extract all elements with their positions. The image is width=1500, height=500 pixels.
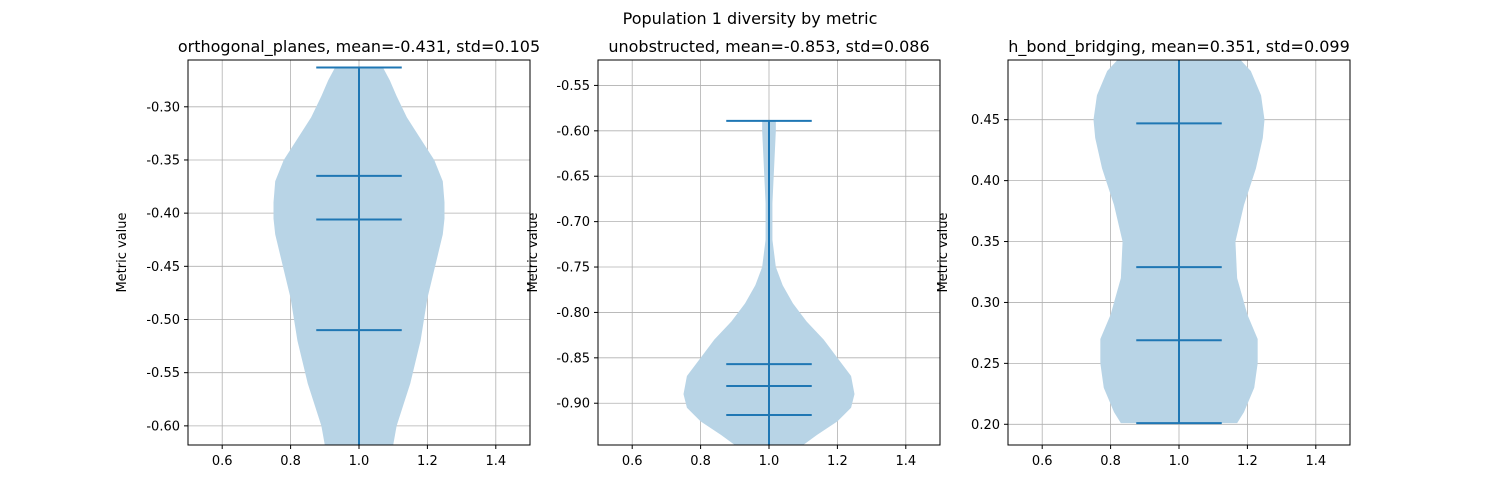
- x-tick-label: 1.0: [1169, 454, 1190, 469]
- x-tick-label: 1.2: [1237, 454, 1258, 469]
- x-tick-label: 0.6: [212, 454, 233, 469]
- y-axis-label: Metric value: [115, 212, 130, 292]
- y-axis-label: Metric value: [936, 212, 951, 292]
- violin-panel-1: 0.6 0.8 1.0 1.2 1.4 -0.30 -0.35 -0.40 -0.45 -0.50…: [115, 37, 540, 469]
- y-tick-label: -0.30: [146, 100, 180, 115]
- violin-panel-2: 0.6 0.8 1.0 1.2 1.4 -0.55 -0.60 -0.65 -0.70 -0.75…: [526, 37, 941, 469]
- y-tick-label: -0.50: [146, 313, 180, 328]
- y-tick-label: 0.20: [971, 418, 1000, 433]
- y-tick-label: 0.35: [971, 235, 1000, 250]
- y-tick-label: 0.40: [971, 174, 1000, 189]
- x-tick-label: 1.4: [1305, 454, 1326, 469]
- y-tick-label: -0.85: [556, 351, 590, 366]
- y-axis-label: Metric value: [526, 212, 541, 292]
- x-tick-label: 0.6: [622, 454, 643, 469]
- y-tick-label: -0.90: [556, 397, 590, 412]
- x-tick-label: 1.0: [759, 454, 780, 469]
- x-tick-label: 0.8: [690, 454, 711, 469]
- y-tick-label: -0.80: [556, 306, 590, 321]
- y-tick-label: -0.45: [146, 260, 180, 275]
- figure-suptitle: Population 1 diversity by metric: [623, 9, 878, 28]
- x-tick-label: 1.2: [827, 454, 848, 469]
- y-tick-label: -0.65: [556, 170, 590, 185]
- y-tick-label: 0.30: [971, 296, 1000, 311]
- subplot-title: h_bond_bridging, mean=0.351, std=0.099: [1008, 37, 1350, 57]
- subplot-title: unobstructed, mean=-0.853, std=0.086: [608, 37, 929, 56]
- y-tick-label: -0.35: [146, 153, 180, 168]
- x-tick-label: 0.8: [1100, 454, 1121, 469]
- y-tick-label: 0.45: [971, 113, 1000, 128]
- x-tick-label: 0.6: [1032, 454, 1053, 469]
- y-tick-label: 0.25: [971, 357, 1000, 372]
- x-tick-label: 1.2: [417, 454, 438, 469]
- violin-panel-3: 0.6 0.8 1.0 1.2 1.4 0.45 0.40 0.35 0.30 0.25 0.20 M…: [936, 37, 1351, 469]
- y-tick-label: -0.60: [556, 124, 590, 139]
- y-tick-label: -0.70: [556, 215, 590, 230]
- x-tick-label: 0.8: [280, 454, 301, 469]
- y-tick-label: -0.60: [146, 419, 180, 434]
- y-tick-label: -0.55: [556, 79, 590, 94]
- y-tick-label: -0.75: [556, 261, 590, 276]
- x-tick-label: 1.4: [485, 454, 506, 469]
- x-tick-label: 1.0: [349, 454, 370, 469]
- y-tick-label: -0.55: [146, 366, 180, 381]
- subplot-title: orthogonal_planes, mean=-0.431, std=0.10…: [178, 37, 540, 57]
- x-tick-label: 1.4: [895, 454, 916, 469]
- y-tick-label: -0.40: [146, 207, 180, 222]
